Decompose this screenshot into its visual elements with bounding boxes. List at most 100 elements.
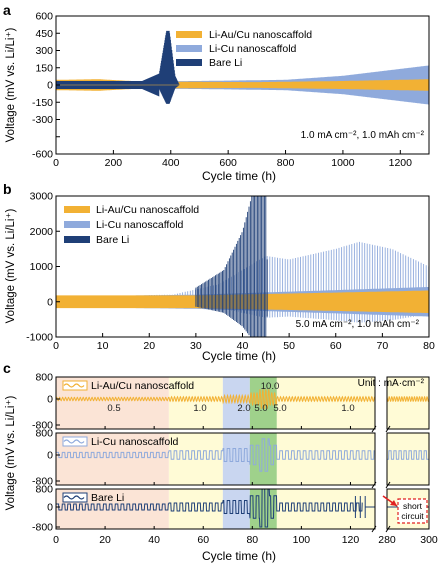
legend-swatch-dark-blue [62,492,88,503]
panel-b-legend: Li-Au/Cu nanoscaffold Li-Cu nanoscaffold… [64,204,199,246]
legend-label: Bare Li [91,492,124,504]
y-tick-label: 800 [35,372,53,384]
x-tick-label: 30 [190,340,202,352]
legend-wave-icon [63,383,85,388]
panel-b-annotation: 5.0 mA cm⁻², 1.0 mAh cm⁻² [296,319,420,330]
panel-a-annotation: 1.0 mA cm⁻², 1.0 mAh cm⁻² [301,130,425,141]
panel-c-density-labels: 0.5 1.0 2.0 10.0 5.0 5.0 1.0 [107,381,354,414]
x-tick-label: 280 [378,534,396,546]
legend-label: Li-Cu nanoscaffold [96,219,184,231]
axis-break-mark [385,525,391,533]
series-bare-li-spikes [195,196,268,337]
legend-swatch-light-blue [64,221,90,228]
y-tick-label: 800 [35,428,53,440]
panel-c-plot-area [56,389,429,528]
density-label: 1.0 [341,403,354,414]
current-density-region [276,377,375,429]
series-li-au-cu-wave-left [56,389,375,409]
series-bare-li-spikes [158,30,180,104]
legend-swatch-dark-blue [176,59,202,66]
current-density-region [249,433,277,485]
series-li-au-cu-wave-right [387,395,429,403]
panel-a-ylabel: Voltage (mV vs. Li/Li⁺) [5,27,17,142]
axis-break-mark [371,481,377,489]
axis-break-mark [385,425,391,433]
x-tick-label: 60 [330,340,342,352]
panel-a-legend: Li-Au/Cu nanoscaffold Li-Cu nanoscaffold… [176,29,312,69]
panel-c-unit-label: Unit : mA·cm⁻² [358,378,425,389]
x-tick-label: 80 [423,340,435,352]
panel-a-plot-area [56,30,429,105]
legend-label: Li-Au/Cu nanoscaffold [91,380,194,392]
density-label: 0.5 [107,403,120,414]
panel-label-c: c [3,360,11,376]
legend-swatch-gold [176,31,202,38]
panel-c-subplot-frame-right [386,488,430,530]
series-li-cu-wave-tail [387,450,429,460]
panel-c-subplot-frame-left [55,432,376,486]
y-tick-label: 3000 [30,191,54,203]
panel-c-subplot-frame-left [55,488,376,530]
panel-b-plot-area [56,196,429,337]
x-tick-label: 0 [53,534,59,546]
series-li-au-cu-envelope [56,290,429,313]
x-tick-label: 10 [97,340,109,352]
x-tick-label: 100 [293,534,311,546]
legend-label: Li-Au/Cu nanoscaffold [96,204,199,216]
x-tick-label: 800 [277,157,295,169]
legend-label: Li-Au/Cu nanoscaffold [209,29,312,41]
density-label: 1.0 [193,403,206,414]
panel-c-subplot-frame-left [55,376,376,430]
panel-a: a 0 200 400 600 800 1000 1200 -600 -300 -150 0 150 3… [3,2,430,183]
series-bare-li-wave [56,489,375,528]
x-tick-label: 70 [377,340,389,352]
y-tick-label: -1000 [26,332,53,344]
short-circuit-text: circuit [401,511,424,521]
x-tick-label: 20 [143,340,155,352]
x-tick-label: 50 [283,340,295,352]
y-tick-label: 300 [35,45,53,57]
y-tick-label: 2000 [30,226,54,238]
y-tick-label: -600 [32,149,53,161]
x-tick-label: 1200 [389,157,413,169]
y-tick-label: -300 [32,114,53,126]
y-tick-label: 0 [47,80,53,92]
panel-label-a: a [3,2,11,18]
panel-c-ylabel: Voltage (mV vs. Li/Li⁺) [5,395,17,510]
x-tick-label: 400 [162,157,180,169]
panel-a-xlabel: Cycle time (h) [202,169,276,183]
density-label: 10.0 [261,381,280,392]
panel-b-xlabel: Cycle time (h) [202,349,276,363]
axis-break-mark [371,525,377,533]
current-density-region [168,489,223,529]
y-tick-label: 0 [47,450,53,462]
y-tick-label: -150 [32,97,53,109]
series-li-au-cu-wave-tail [387,395,429,403]
panel-c-current-density-regions [56,377,429,529]
legend-swatch-gold [62,380,88,391]
legend-wave-icon [63,439,85,444]
y-tick-label: -800 [32,476,53,488]
density-label: 2.0 [237,403,250,414]
legend-swatch-dark-blue [64,236,90,243]
y-tick-label: 600 [35,11,53,23]
legend-swatch-gold [64,206,90,213]
short-circuit-text: short [403,501,423,511]
y-tick-label: 0 [47,296,53,308]
y-tick-label: 1000 [30,261,54,273]
panel-c-xlabel: Cycle time (h) [202,549,276,563]
series-li-au-cu-wave [56,389,375,409]
series-li-cu-wave-left [56,438,375,472]
x-tick-label: 0 [53,340,59,352]
y-tick-label: 0 [47,502,53,514]
y-tick-label: 150 [35,62,53,74]
x-tick-label: 1000 [331,157,355,169]
panel-c-subplot-frame-right [386,432,430,486]
series-bare-li-wave-left [56,489,375,528]
density-label: 5.0 [254,403,267,414]
x-tick-label: 0 [53,157,59,169]
